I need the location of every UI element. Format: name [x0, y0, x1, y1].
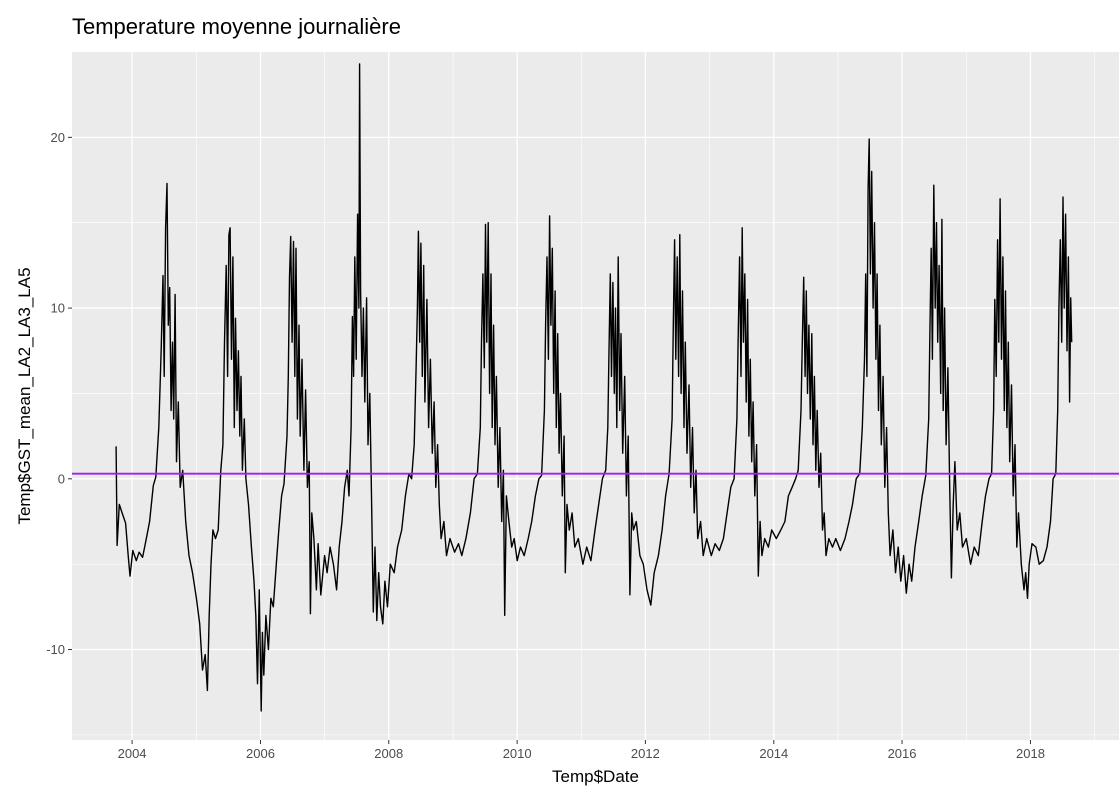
temperature-series-line: [115, 63, 1073, 712]
x-tick-label: 2010: [503, 746, 532, 761]
y-axis-title: Temp$GST_mean_LA2_LA3_LA5: [15, 267, 34, 524]
minor-gridlines: [72, 52, 1119, 740]
chart-title: Temperature moyenne journalière: [72, 14, 401, 39]
y-axis-ticks: -10 0 10 20: [46, 130, 72, 657]
x-axis-title: Temp$Date: [552, 767, 639, 786]
y-tick-label: 10: [51, 301, 65, 316]
y-tick-label: -10: [46, 642, 65, 657]
x-tick-label: 2004: [118, 746, 147, 761]
series-layer: [72, 63, 1119, 712]
x-tick-label: 2014: [759, 746, 788, 761]
x-tick-label: 2018: [1016, 746, 1045, 761]
x-tick-label: 2008: [374, 746, 403, 761]
x-tick-label: 2016: [888, 746, 917, 761]
y-tick-label: 0: [58, 471, 65, 486]
x-tick-label: 2006: [246, 746, 275, 761]
plot-panel: [72, 52, 1119, 740]
x-axis-ticks: 2004 2006 2008 2010 2012 2014 2016 2018: [118, 740, 1045, 761]
y-tick-label: 20: [51, 130, 65, 145]
x-tick-label: 2012: [631, 746, 660, 761]
major-gridlines: [72, 52, 1119, 740]
